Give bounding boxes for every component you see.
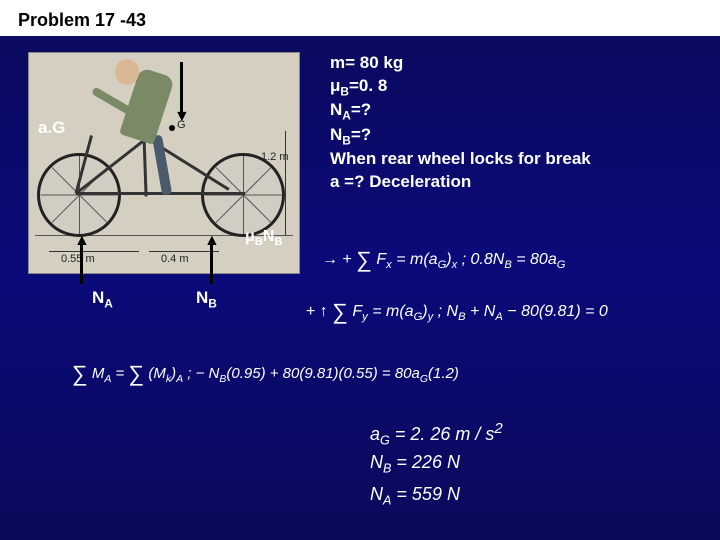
given-NB: NB=? — [330, 124, 591, 148]
rider-head — [115, 59, 139, 85]
given-NA: NA=? — [330, 99, 591, 123]
given-mu: μB=0. 8 — [330, 75, 591, 99]
given-block: m= 80 kg μB=0. 8 NA=? NB=? When rear whe… — [330, 52, 591, 194]
result-NB: NB = 226 N — [370, 452, 460, 476]
label-NA: NA — [92, 288, 113, 310]
dim-04: 0.4 m — [161, 253, 189, 265]
eqn-ma: ∑ MA = ∑ (Mk)A ; − NB(0.95) + 80(9.81)(0… — [72, 358, 459, 385]
result-aG: aG = 2. 26 m / s2 — [370, 420, 503, 448]
label-NB: NB — [196, 288, 217, 310]
given-mass: m= 80 kg — [330, 52, 591, 75]
given-cond: When rear wheel locks for break — [330, 148, 591, 171]
dim-055: 0.55 m — [61, 253, 95, 265]
given-a: a =? Deceleration — [330, 171, 591, 194]
result-NA: NA = 559 N — [370, 484, 460, 508]
rear-wheel — [201, 153, 285, 237]
label-muBNB: μBNB — [245, 228, 283, 248]
rider-leg — [152, 135, 172, 196]
problem-title: Problem 17 -43 — [18, 10, 146, 31]
eqn-fy: + ↑ ∑ Fy = m(aG)y ; NB + NA − 80(9.81) =… — [306, 296, 608, 323]
eqn-fx: → + ∑ Fx = m(aG)x ; 0.8NB = 80aG — [322, 244, 565, 271]
label-aG: a.G — [38, 118, 65, 138]
